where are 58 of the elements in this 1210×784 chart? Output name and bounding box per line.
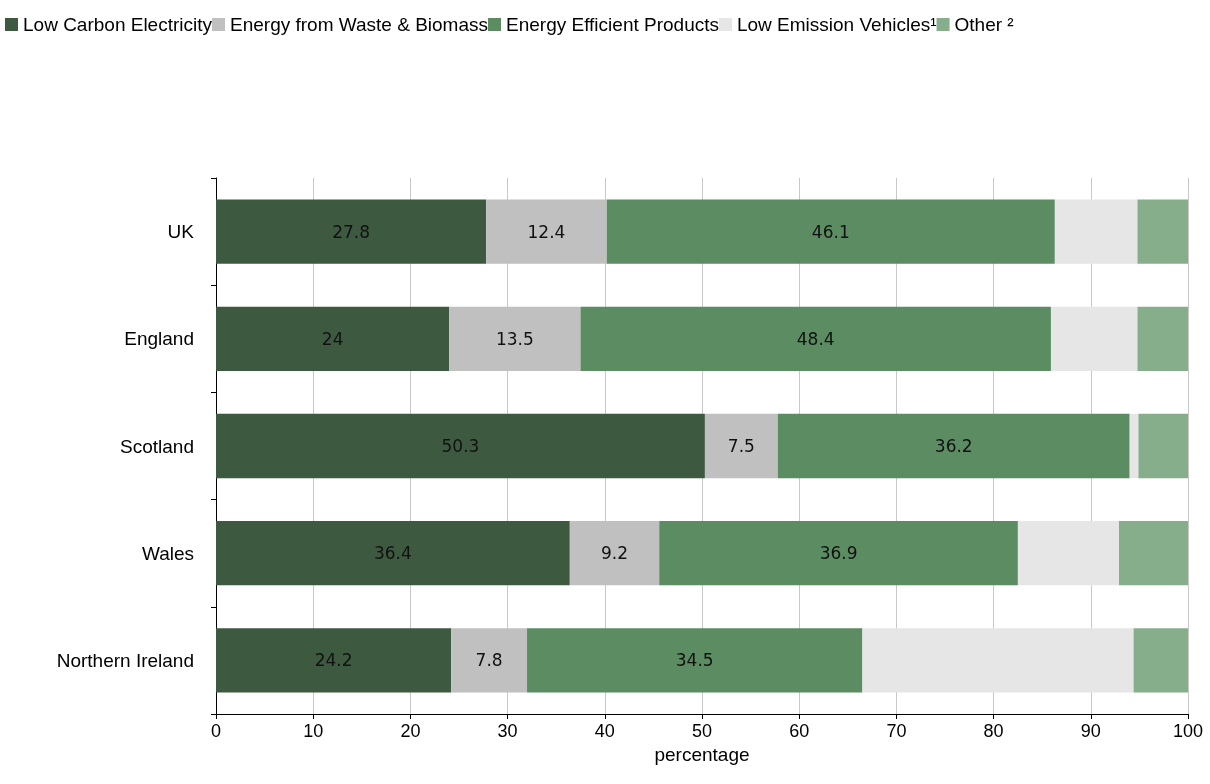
bar <box>527 628 863 693</box>
legend-label: Low Emission Vehicles¹ <box>736 14 937 35</box>
x-tick-label: 0 <box>210 721 222 741</box>
bar <box>1133 628 1188 693</box>
data-label: 12.4 <box>527 221 566 242</box>
data-label: 13.5 <box>495 328 534 349</box>
bar <box>704 413 778 479</box>
data-label: 34.5 <box>675 650 714 671</box>
data-label: 24 <box>321 328 344 349</box>
legend-label: Other ² <box>954 14 1014 35</box>
legend-label: Energy from Waste & Biomass <box>230 14 488 35</box>
x-axis-title: percentage <box>654 743 750 765</box>
legend-label: Energy Efficient Products <box>506 14 719 35</box>
bar <box>777 413 1130 479</box>
bar <box>216 628 452 693</box>
legend-label: Low Carbon Electricity <box>23 14 213 35</box>
x-tick-label: 80 <box>983 721 1004 741</box>
x-tick-label: 50 <box>691 721 713 741</box>
x-tick-label: 90 <box>1080 721 1101 741</box>
data-label: 9.2 <box>601 543 629 564</box>
x-tick-label: 30 <box>497 721 518 741</box>
bar <box>580 306 1051 371</box>
bar <box>216 413 705 479</box>
data-label: 46.1 <box>811 221 850 242</box>
bar <box>862 628 1134 693</box>
bar <box>216 199 487 264</box>
x-tick-label: 70 <box>886 721 907 741</box>
data-label: 7.8 <box>475 650 503 671</box>
bar <box>1137 306 1188 371</box>
bar <box>216 306 450 371</box>
bar <box>606 199 1055 264</box>
x-tick-label: 60 <box>789 721 810 741</box>
y-tick-label: Scotland <box>120 435 194 457</box>
x-tick-label: 20 <box>400 721 421 741</box>
y-tick-label: Northern Ireland <box>56 649 194 671</box>
data-label: 36.2 <box>934 436 973 456</box>
bar <box>216 521 570 586</box>
data-label: 48.4 <box>796 328 835 349</box>
data-label: 27.8 <box>332 221 371 242</box>
bar <box>1138 413 1188 479</box>
y-tick-label: Wales <box>141 542 194 564</box>
bar <box>1017 521 1119 586</box>
y-tick-label: England <box>124 328 194 350</box>
y-tick-label: UK <box>167 221 195 243</box>
data-label: 36.4 <box>373 543 412 564</box>
bar <box>1054 199 1138 264</box>
x-tick-label: 40 <box>594 721 615 741</box>
data-label: 36.9 <box>819 543 858 564</box>
data-label: 24.2 <box>314 650 353 671</box>
x-tick-label: 10 <box>303 721 324 741</box>
bar <box>1118 521 1188 586</box>
data-label: 50.3 <box>441 436 480 456</box>
bar <box>1050 306 1138 371</box>
bar <box>1129 413 1139 479</box>
bar <box>1137 199 1188 264</box>
data-label: 7.5 <box>727 436 755 456</box>
bar <box>659 521 1018 586</box>
x-tick-label: 100 <box>1172 721 1204 741</box>
